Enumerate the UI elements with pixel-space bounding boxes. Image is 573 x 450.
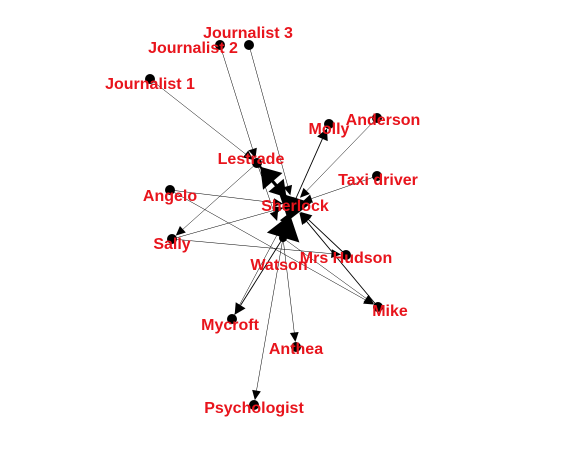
edge-line [149, 78, 246, 155]
edge-arrowhead [175, 225, 186, 236]
edge-arrowhead [299, 187, 310, 198]
edge-arrowhead [273, 198, 284, 207]
node-label-angelo: Angelo [143, 188, 197, 205]
edge-line [171, 238, 332, 254]
node-sherlock [289, 201, 297, 209]
edge-watson-psychologist [252, 237, 284, 401]
edge-line [231, 222, 284, 320]
edge-mike-sherlock [299, 212, 379, 308]
node-label-psychologist: Psychologist [204, 400, 304, 417]
node-label-lestrade: Lestrade [218, 151, 285, 168]
node-label-mycroft: Mycroft [201, 317, 259, 334]
edge-arrowhead [234, 302, 246, 315]
node-label-journalist2: Journalist 2 [148, 40, 238, 57]
node-anthea [291, 342, 301, 352]
edge-anderson-sherlock [299, 117, 378, 198]
node-mycroft [227, 314, 237, 324]
node-mike [373, 302, 383, 312]
edge-journalist3-sherlock [248, 44, 293, 196]
edge-arrowhead [242, 150, 254, 160]
edge-watson-anthea [282, 237, 299, 343]
edge-arrowhead [317, 128, 328, 142]
edge-arrowhead [302, 194, 313, 203]
node-molly [324, 119, 334, 129]
edge-sherlock-molly [292, 128, 328, 206]
edge-lestrade-sherlock [256, 162, 287, 198]
edge-arrowhead [363, 294, 374, 305]
node-journalist1 [145, 74, 155, 84]
node-journalist2 [215, 40, 225, 50]
edge-angelo-sherlock [169, 189, 284, 207]
edge-arrowhead [289, 331, 299, 343]
node-label-journalist3: Journalist 3 [203, 25, 293, 42]
node-label-taxi_driver: Taxi driver [338, 172, 418, 189]
node-taxi_driver [372, 171, 382, 181]
edge-line [169, 189, 274, 203]
node-label-molly: Molly [309, 121, 350, 138]
edge-sally-sherlock [171, 206, 284, 240]
node-label-mike: Mike [372, 303, 408, 320]
node-label-sally: Sally [153, 236, 190, 253]
edge-line [282, 237, 295, 333]
edge-arrowhead [272, 206, 284, 215]
node-psychologist [249, 400, 259, 410]
edge-arrowhead [268, 178, 287, 198]
node-label-anthea: Anthea [269, 341, 323, 358]
edge-arrowhead [299, 212, 312, 225]
edge-taxi_driver-sherlock [302, 175, 378, 203]
node-sally [167, 234, 177, 244]
node-label-mrs_hudson: Mrs Hudson [300, 250, 392, 267]
edge-line [240, 237, 284, 306]
edge-line [311, 175, 378, 199]
edge-line [306, 117, 378, 192]
edge-arrowhead [283, 184, 293, 196]
edge-line [306, 220, 379, 308]
edge-journalist1-lestrade [149, 78, 254, 160]
edge-arrowhead [266, 214, 300, 243]
edge-arrowhead [331, 249, 342, 259]
edges-layer [149, 44, 379, 401]
edge-sally-mrs_hudson [171, 238, 342, 259]
edge-watson-mycroft [234, 237, 284, 315]
edge-line [282, 237, 367, 299]
edge-watson-mike [282, 237, 374, 305]
edge-line [256, 237, 284, 391]
node-journalist3 [244, 40, 254, 50]
edge-journalist2-lestrade [219, 44, 257, 159]
node-lestrade [252, 158, 262, 168]
edge-line [219, 44, 253, 150]
node-angelo [165, 185, 175, 195]
edge-line [248, 44, 289, 187]
edge-line [292, 138, 323, 206]
node-label-anderson: Anderson [346, 112, 421, 129]
edge-arrowhead [248, 147, 257, 159]
node-label-sherlock: Sherlock [261, 198, 329, 215]
node-label-watson: Watson [250, 257, 307, 274]
node-watson [279, 234, 287, 242]
nodes-layer [145, 40, 383, 410]
node-label-journalist1: Journalist 1 [105, 76, 195, 93]
edge-line [308, 219, 347, 256]
node-anderson [372, 113, 382, 123]
edge-line [171, 210, 275, 240]
edge-arrowhead [252, 389, 261, 401]
edge-line [169, 189, 366, 301]
node-mrs_hudson [341, 250, 351, 260]
